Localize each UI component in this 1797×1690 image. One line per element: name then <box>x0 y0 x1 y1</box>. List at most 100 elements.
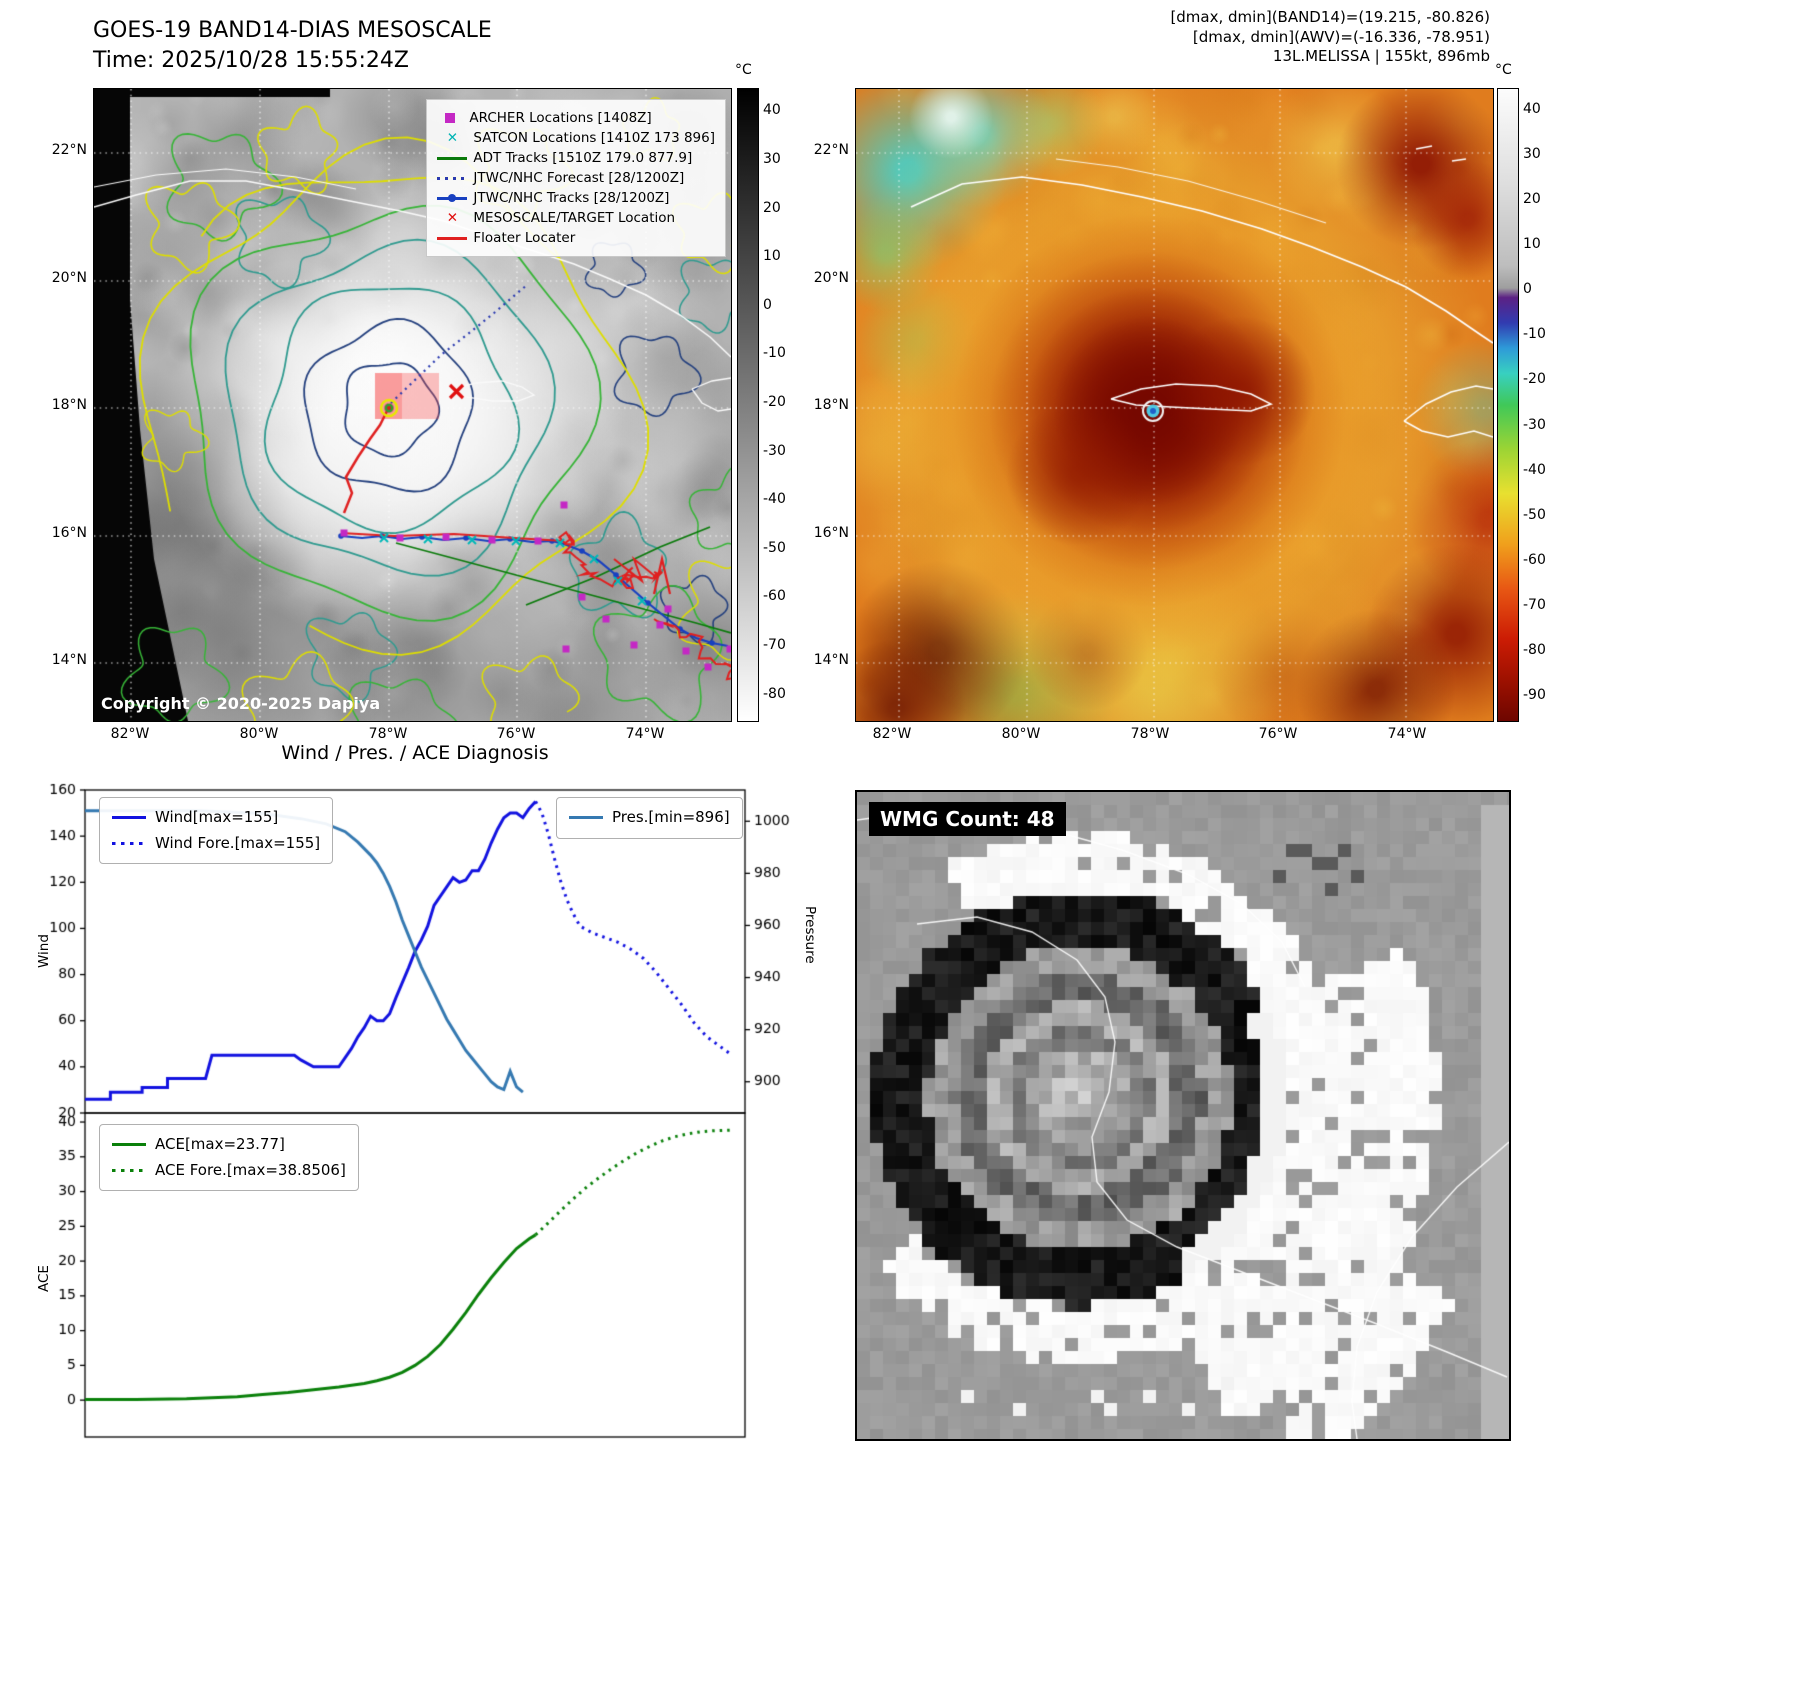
colorbar-tick-label: 10 <box>763 248 781 265</box>
legend-item-label: JTWC/NHC Forecast [28/1200Z] <box>473 170 685 186</box>
chart-title: Wind / Pres. / ACE Diagnosis <box>281 742 549 764</box>
legend-item-label: Wind[max=155] <box>155 808 279 826</box>
colorbar-left <box>737 88 759 722</box>
colorbar-tick-label: -20 <box>1523 371 1546 388</box>
line-dot-icon <box>437 194 468 202</box>
pressure-axis-label: Pressure <box>802 906 818 964</box>
colorbar-tick-label: -40 <box>763 491 786 508</box>
dot-icon <box>448 194 457 202</box>
colorbar-tick-label: -90 <box>1523 687 1546 704</box>
info-band14-range: [dmax, dmin](BAND14)=(19.215, -80.826) <box>1170 8 1490 26</box>
dotted-line-icon <box>112 841 146 845</box>
lon-tick-label: 74°W <box>625 726 665 742</box>
lat-tick-label: 18°N <box>51 397 87 413</box>
colorbar-right-unit: °C <box>1495 62 1512 78</box>
wind-legend: Wind[max=155] Wind Fore.[max=155] <box>99 797 334 864</box>
wmg-panel: WMG Count: 48 <box>855 790 1511 1441</box>
figure-time: Time: 2025/10/28 15:55:24Z <box>93 47 409 73</box>
dotted-line-icon <box>437 176 468 180</box>
lat-tick-label: 22°N <box>813 142 849 158</box>
dotted-line-icon <box>112 1168 146 1172</box>
legend-item: JTWC/NHC Tracks [28/1200Z] <box>437 188 715 208</box>
legend-item: ✕ SATCON Locations [1410Z 173 896] <box>437 128 715 148</box>
legend-item-label: ACE[max=23.77] <box>155 1135 285 1153</box>
lon-tick-label: 78°W <box>368 726 408 742</box>
legend-item-label: Wind Fore.[max=155] <box>155 833 321 852</box>
colorbar-tick-label: -60 <box>763 588 786 605</box>
square-marker-icon <box>445 113 456 123</box>
lat-tick-label: 20°N <box>51 270 87 286</box>
wind-axis-label: Wind <box>36 934 52 968</box>
legend-item-label: MESOSCALE/TARGET Location <box>473 210 676 226</box>
x-marker-icon: ✕ <box>446 210 459 226</box>
legend-item: Wind Fore.[max=155] <box>112 831 320 857</box>
legend-item: JTWC/NHC Forecast [28/1200Z] <box>437 168 715 188</box>
lon-tick-label: 80°W <box>1001 726 1041 742</box>
line-icon <box>437 156 468 160</box>
copyright-text: Copyright © 2020-2025 Dapiya <box>101 694 381 713</box>
legend-item: Wind[max=155] <box>112 805 320 831</box>
lat-tick-label: 16°N <box>813 525 849 541</box>
header: GOES-19 BAND14-DIAS MESOSCALE Time: 2025… <box>93 16 492 75</box>
legend-item-label: ARCHER Locations [1408Z] <box>469 110 652 126</box>
wind-pres-ace-chart-canvas <box>30 770 840 1450</box>
lon-tick-label: 82°W <box>872 726 912 742</box>
colorbar-tick-label: -60 <box>1523 552 1546 568</box>
x-marker-icon: ✕ <box>446 130 459 146</box>
colorbar-tick-label: 20 <box>1523 190 1541 207</box>
colorbar-tick-label: 0 <box>1523 281 1532 298</box>
header-info: [dmax, dmin](BAND14)=(19.215, -80.826) [… <box>1170 8 1490 67</box>
legend-item: Pres.[min=896] <box>569 805 730 831</box>
map-legend: ARCHER Locations [1408Z] ✕ SATCON Location… <box>426 99 726 257</box>
line-icon <box>569 816 603 820</box>
colorbar-tick-label: -50 <box>1523 506 1546 523</box>
lon-tick-label: 76°W <box>1258 726 1298 742</box>
colorbar-tick-label: 0 <box>763 296 772 313</box>
legend-item-label: Floater Locater <box>473 230 576 246</box>
colorbar-tick-label: 40 <box>1523 100 1541 117</box>
band14-map-panel: ARCHER Locations [1408Z] ✕ SATCON Location… <box>93 88 732 722</box>
colorbar-tick-label: 40 <box>763 102 781 119</box>
figure-title: GOES-19 BAND14-DIAS MESOSCALE <box>93 18 492 43</box>
line-icon <box>112 816 146 820</box>
lat-tick-label: 20°N <box>813 270 849 286</box>
legend-item-label: Pres.[min=896] <box>612 808 730 826</box>
colorbar-tick-label: 20 <box>763 199 781 216</box>
pressure-legend: Pres.[min=896] <box>556 797 743 839</box>
colorbar-tick-label: -10 <box>1523 326 1546 343</box>
lon-tick-label: 80°W <box>239 726 279 742</box>
ace-axis-label: ACE <box>36 1265 52 1292</box>
colorbar-tick-label: -20 <box>763 394 786 410</box>
colorbar-left-unit: °C <box>735 62 752 78</box>
lat-tick-label: 18°N <box>813 397 849 413</box>
colorbar-tick-label: -50 <box>763 539 786 556</box>
legend-item: ADT Tracks [1510Z 179.0 877.9] <box>437 148 715 168</box>
colorbar-tick-label: 10 <box>1523 236 1541 252</box>
ace-legend: ACE[max=23.77] ACE Fore.[max=38.8506] <box>99 1124 359 1191</box>
legend-item: ACE[max=23.77] <box>112 1132 346 1158</box>
colorbar-tick-label: -30 <box>763 442 786 459</box>
colorbar-tick-label: -80 <box>763 685 786 702</box>
lat-tick-label: 14°N <box>813 652 849 668</box>
lon-tick-label: 78°W <box>1130 726 1170 742</box>
colorbar-tick-label: -10 <box>763 345 786 362</box>
colorbar-tick-label: 30 <box>1523 145 1541 162</box>
legend-item-label: ADT Tracks [1510Z 179.0 877.9] <box>473 150 693 166</box>
wmg-pixel-canvas <box>857 792 1509 1439</box>
wmg-count-badge: WMG Count: 48 <box>869 802 1066 836</box>
legend-item: ACE Fore.[max=38.8506] <box>112 1158 346 1184</box>
colorbar-tick-label: -40 <box>1523 461 1546 478</box>
lat-tick-label: 22°N <box>51 142 87 158</box>
colorbar-tick-label: -80 <box>1523 642 1546 659</box>
lon-tick-label: 76°W <box>496 726 536 742</box>
legend-item: ARCHER Locations [1408Z] <box>437 108 715 128</box>
legend-item: Floater Locater <box>437 228 715 248</box>
legend-item-label: JTWC/NHC Tracks [28/1200Z] <box>473 190 670 206</box>
legend-item-label: SATCON Locations [1410Z 173 896] <box>473 130 715 146</box>
colorbar-tick-label: 30 <box>763 150 781 167</box>
lon-tick-label: 74°W <box>1387 726 1427 742</box>
legend-item: ✕ MESOSCALE/TARGET Location <box>437 208 715 228</box>
enhanced-ir-satellite-canvas <box>856 89 1493 721</box>
colorbar-tick-label: -70 <box>763 637 786 654</box>
